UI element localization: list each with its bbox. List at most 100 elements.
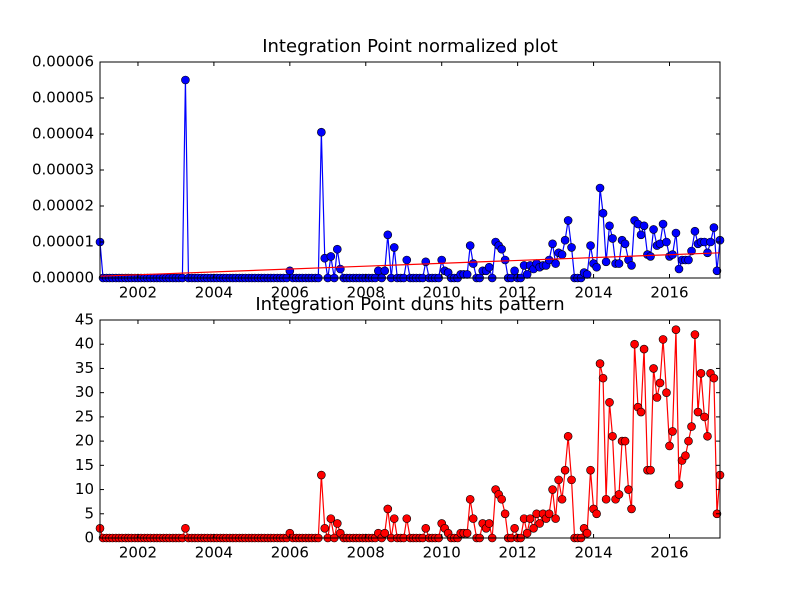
data-point — [712, 266, 722, 276]
y-tick-label: 0 — [84, 529, 94, 547]
data-point — [529, 524, 538, 533]
data-point — [567, 475, 576, 485]
data-point — [465, 494, 475, 504]
x-tick-label: 2014 — [574, 544, 612, 562]
data-point — [586, 241, 595, 250]
data-line — [99, 329, 721, 540]
y-tick-label: 0.00001 — [32, 233, 94, 251]
data-point — [690, 330, 700, 339]
data-point — [554, 475, 563, 485]
data-point — [465, 241, 475, 250]
data-line — [99, 252, 721, 277]
data-point — [500, 509, 510, 519]
data-point — [592, 509, 601, 519]
data-point — [671, 325, 681, 334]
data-point — [620, 239, 630, 249]
x-tick-label: 2010 — [423, 284, 461, 302]
data-point — [649, 225, 658, 234]
data-point — [696, 368, 706, 378]
axes-title: Integration Point duns hits pattern — [255, 294, 564, 315]
data-point — [671, 228, 681, 238]
data-point — [484, 519, 494, 528]
data-point — [614, 490, 624, 499]
data-point — [665, 441, 674, 451]
data-point — [544, 509, 554, 519]
data-point — [662, 388, 671, 397]
data-point — [630, 339, 639, 349]
x-tick-label: 2010 — [423, 544, 461, 562]
data-point — [402, 514, 412, 523]
x-tick-label: 2016 — [650, 284, 688, 302]
data-point — [181, 524, 190, 533]
data-point — [336, 264, 345, 274]
data-point — [668, 427, 677, 436]
data-point — [624, 485, 633, 494]
data-point — [332, 244, 342, 254]
x-tick-label: 2002 — [119, 544, 157, 562]
data-line — [99, 79, 721, 280]
data-point — [690, 226, 700, 236]
x-tick-label: 2004 — [195, 284, 233, 302]
y-tick-label: 35 — [75, 359, 94, 377]
data-point — [437, 255, 447, 265]
y-tick-label: 0.00003 — [32, 161, 94, 179]
data-point — [598, 373, 608, 383]
data-point — [598, 208, 608, 218]
y-tick-label: 20 — [75, 432, 94, 450]
data-point — [582, 270, 592, 279]
x-tick-label: 2006 — [271, 544, 309, 562]
y-tick-label: 0.00004 — [32, 125, 94, 143]
data-point — [601, 257, 611, 267]
series — [99, 79, 721, 280]
y-tick-label: 0.00000 — [32, 269, 94, 287]
data-point — [627, 504, 636, 514]
y-tick-label: 0.00002 — [32, 197, 94, 215]
data-point — [605, 398, 614, 407]
data-point — [687, 246, 696, 256]
data-point — [652, 393, 662, 402]
data-point — [586, 465, 595, 475]
data-point — [703, 431, 712, 441]
x-tick-label: 2014 — [574, 284, 612, 302]
data-point — [548, 485, 557, 494]
data-point — [332, 519, 342, 528]
axes-title: Integration Point normalized plot — [262, 36, 558, 57]
data-point — [592, 262, 601, 272]
data-point — [317, 470, 326, 480]
data-point — [181, 75, 190, 85]
data-point — [595, 183, 605, 193]
data-point — [462, 528, 472, 538]
data-point — [560, 465, 570, 475]
data-point — [389, 243, 399, 252]
data-point — [522, 270, 532, 279]
y-tick-label: 40 — [75, 335, 94, 353]
data-point — [557, 250, 567, 259]
data-point — [320, 524, 330, 533]
data-point — [662, 237, 671, 247]
data-point — [706, 237, 715, 247]
data-point — [383, 230, 393, 240]
data-point — [601, 494, 611, 504]
y-tick-label: 0.00006 — [32, 53, 94, 71]
data-point — [681, 451, 690, 460]
x-tick-label: 2012 — [499, 544, 537, 562]
data-point — [655, 378, 665, 388]
data-point — [380, 266, 390, 276]
y-tick-label: 5 — [84, 504, 94, 522]
data-point — [646, 465, 655, 475]
data-point — [658, 335, 668, 344]
y-tick-label: 45 — [75, 311, 94, 329]
data-point — [497, 244, 506, 254]
data-point — [383, 504, 393, 514]
data-point — [497, 494, 506, 504]
series — [99, 252, 721, 277]
data-point — [544, 255, 554, 265]
data-point — [684, 255, 693, 265]
data-point — [551, 259, 560, 268]
data-point — [595, 359, 605, 368]
data-point — [700, 412, 709, 422]
data-point — [484, 262, 494, 272]
x-tick-label: 2012 — [499, 284, 537, 302]
y-tick-label: 15 — [75, 456, 94, 474]
